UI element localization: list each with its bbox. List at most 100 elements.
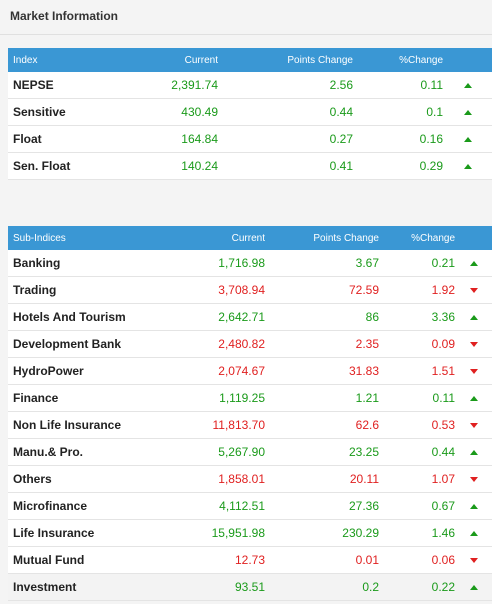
col-header-current[interactable]: Current <box>184 54 218 66</box>
row-trend-cell <box>443 152 492 180</box>
table-row[interactable]: Sen. Float 140.24 0.41 0.29 <box>8 152 492 180</box>
arrow-up-icon <box>463 110 472 116</box>
row-pct-change: 0.06 <box>379 546 455 574</box>
arrow-up-icon <box>469 585 478 591</box>
table-row[interactable]: Float 164.84 0.27 0.16 <box>8 125 492 153</box>
row-points-change: 20.11 <box>265 465 379 493</box>
row-current-value: 93.51 <box>148 573 265 601</box>
row-name: Trading <box>8 276 148 304</box>
arrow-up-icon <box>469 504 478 510</box>
row-points-change: 0.2 <box>265 573 379 601</box>
row-trend-cell <box>443 72 492 99</box>
col-header-points-change[interactable]: Points Change <box>313 232 379 244</box>
row-trend-cell <box>455 384 492 412</box>
table-row[interactable]: Investment 93.51 0.2 0.22 <box>8 573 492 601</box>
arrow-up-icon <box>463 83 472 89</box>
row-trend-cell <box>455 519 492 547</box>
row-name: Float <box>8 125 113 153</box>
row-pct-change: 0.1 <box>353 98 443 126</box>
row-current-value: 4,112.51 <box>148 492 265 520</box>
row-pct-change: 0.29 <box>353 152 443 180</box>
row-name: Non Life Insurance <box>8 411 148 439</box>
row-name: Development Bank <box>8 330 148 358</box>
col-header-pct-change[interactable]: %Change <box>399 54 443 66</box>
table-row[interactable]: Development Bank 2,480.82 2.35 0.09 <box>8 330 492 358</box>
row-trend-cell <box>455 411 492 439</box>
row-current-value: 11,813.70 <box>148 411 265 439</box>
row-pct-change: 1.07 <box>379 465 455 493</box>
index-table-body: NEPSE 2,391.74 2.56 0.11 Sensitive 430.49 0.44… <box>8 72 492 180</box>
row-name: Sensitive <box>8 98 113 126</box>
row-points-change: 86 <box>265 303 379 331</box>
row-pct-change: 0.53 <box>379 411 455 439</box>
row-current-value: 2,074.67 <box>148 357 265 385</box>
row-trend-cell <box>443 125 492 153</box>
row-pct-change: 0.44 <box>379 438 455 466</box>
row-trend-cell <box>455 438 492 466</box>
table-row[interactable]: Non Life Insurance 11,813.70 62.6 0.53 <box>8 411 492 439</box>
row-pct-change: 0.11 <box>379 384 455 412</box>
row-name: Life Insurance <box>8 519 148 547</box>
row-name: Mutual Fund <box>8 546 148 574</box>
table-row[interactable]: Mutual Fund 12.73 0.01 0.06 <box>8 546 492 574</box>
row-trend-cell <box>455 465 492 493</box>
row-points-change: 0.01 <box>265 546 379 574</box>
row-points-change: 0.27 <box>218 125 353 153</box>
row-points-change: 1.21 <box>265 384 379 412</box>
col-header-sub-indices[interactable]: Sub-Indices <box>13 232 66 244</box>
row-trend-cell <box>455 357 492 385</box>
row-pct-change: 1.46 <box>379 519 455 547</box>
col-header-index[interactable]: Index <box>13 54 38 66</box>
table-row[interactable]: Life Insurance 15,951.98 230.29 1.46 <box>8 519 492 547</box>
row-pct-change: 0.11 <box>353 72 443 99</box>
row-name: Investment <box>8 573 148 601</box>
panel-title: Market Information <box>0 0 492 35</box>
row-points-change: 3.67 <box>265 250 379 277</box>
row-trend-cell <box>455 276 492 304</box>
row-points-change: 62.6 <box>265 411 379 439</box>
row-current-value: 12.73 <box>148 546 265 574</box>
table-row[interactable]: Trading 3,708.94 72.59 1.92 <box>8 276 492 304</box>
row-points-change: 2.35 <box>265 330 379 358</box>
row-pct-change: 0.67 <box>379 492 455 520</box>
arrow-down-icon <box>469 369 478 375</box>
index-table-header: Index Current Points Change %Change <box>8 48 492 72</box>
row-current-value: 15,951.98 <box>148 519 265 547</box>
col-header-current[interactable]: Current <box>231 232 265 244</box>
table-row[interactable]: Finance 1,119.25 1.21 0.11 <box>8 384 492 412</box>
table-row[interactable]: HydroPower 2,074.67 31.83 1.51 <box>8 357 492 385</box>
col-header-pct-change[interactable]: %Change <box>411 232 455 244</box>
arrow-up-icon <box>469 396 478 402</box>
row-current-value: 2,642.71 <box>148 303 265 331</box>
row-points-change: 0.41 <box>218 152 353 180</box>
row-trend-cell <box>455 492 492 520</box>
table-row[interactable]: Sensitive 430.49 0.44 0.1 <box>8 98 492 126</box>
index-table-card: Index Current Points Change %Change NEPS… <box>8 48 492 180</box>
row-pct-change: 0.21 <box>379 250 455 277</box>
row-pct-change: 0.16 <box>353 125 443 153</box>
arrow-down-icon <box>469 288 478 294</box>
table-row[interactable]: Others 1,858.01 20.11 1.07 <box>8 465 492 493</box>
row-pct-change: 0.22 <box>379 573 455 601</box>
row-trend-cell <box>455 250 492 277</box>
table-row[interactable]: NEPSE 2,391.74 2.56 0.11 <box>8 72 492 99</box>
row-current-value: 3,708.94 <box>148 276 265 304</box>
row-points-change: 27.36 <box>265 492 379 520</box>
table-row[interactable]: Manu.& Pro. 5,267.90 23.25 0.44 <box>8 438 492 466</box>
table-row[interactable]: Microfinance 4,112.51 27.36 0.67 <box>8 492 492 520</box>
arrow-up-icon <box>463 137 472 143</box>
row-points-change: 31.83 <box>265 357 379 385</box>
col-header-arrow <box>455 226 492 250</box>
row-current-value: 1,716.98 <box>148 250 265 277</box>
row-trend-cell <box>455 546 492 574</box>
sub-indices-table-card: Sub-Indices Current Points Change %Chang… <box>8 226 492 601</box>
table-row[interactable]: Banking 1,716.98 3.67 0.21 <box>8 250 492 277</box>
row-current-value: 2,391.74 <box>113 72 218 99</box>
table-row[interactable]: Hotels And Tourism 2,642.71 86 3.36 <box>8 303 492 331</box>
row-points-change: 0.44 <box>218 98 353 126</box>
row-pct-change: 3.36 <box>379 303 455 331</box>
arrow-down-icon <box>469 477 478 483</box>
row-name: Finance <box>8 384 148 412</box>
col-header-points-change[interactable]: Points Change <box>287 54 353 66</box>
col-header-arrow <box>443 48 492 72</box>
